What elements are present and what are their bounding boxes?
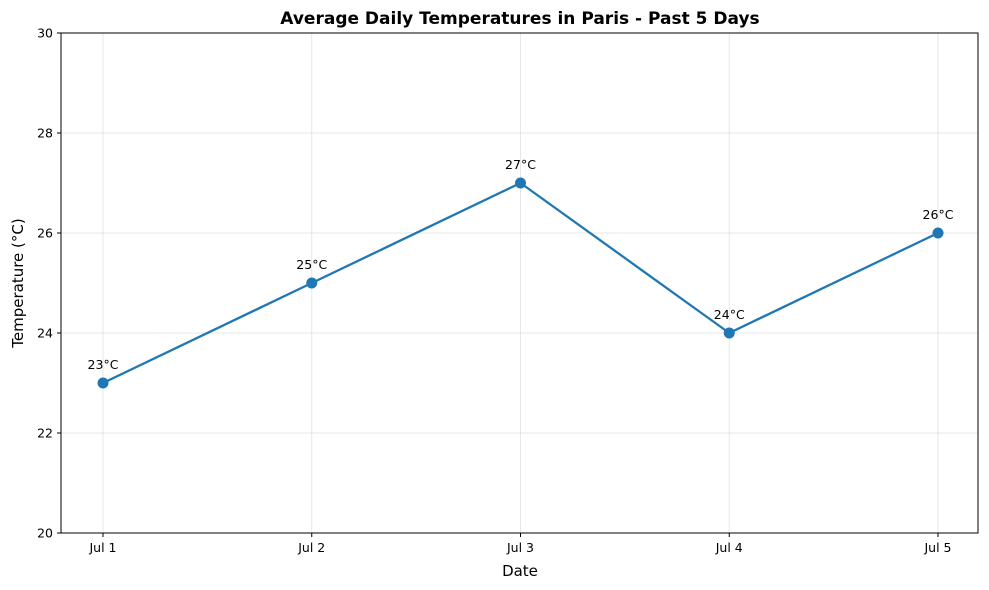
- data-point: [723, 327, 735, 339]
- y-axis-label: Temperature (°C): [9, 218, 27, 348]
- data-point: [515, 177, 526, 189]
- y-tick-label: 22: [37, 426, 53, 441]
- data-label: 27°C: [505, 157, 536, 172]
- plot-frame: [60, 32, 979, 534]
- x-tick-label: Jul 4: [715, 540, 743, 555]
- data-label: 23°C: [88, 357, 119, 372]
- y-tick-label: 30: [37, 26, 53, 41]
- x-tick-label: Jul 3: [506, 540, 534, 555]
- y-tick-label: 20: [37, 526, 53, 541]
- grid: [61, 32, 978, 534]
- y-axis: 20 22 24 26 28 30: [37, 26, 61, 541]
- y-tick-label: 26: [37, 226, 53, 241]
- data-label: 24°C: [714, 307, 745, 322]
- y-tick-label: 24: [37, 326, 53, 341]
- x-tick-label: Jul 1: [88, 540, 116, 555]
- y-tick-label: 28: [37, 126, 53, 141]
- x-axis-label: Date: [502, 562, 538, 580]
- data-label: 25°C: [296, 257, 327, 272]
- x-tick-label: Jul 2: [297, 540, 325, 555]
- chart-title: Average Daily Temperatures in Paris - Pa…: [280, 9, 759, 29]
- data-point: [97, 377, 109, 389]
- data-label: 26°C: [923, 207, 954, 222]
- data-point: [932, 227, 944, 239]
- data-point: [306, 277, 318, 289]
- x-axis: Jul 1 Jul 2 Jul 3 Jul 4 Jul 5: [88, 533, 952, 555]
- series-group: 23°C 25°C 27°C 24°C 26°C: [88, 157, 954, 389]
- x-tick-label: Jul 5: [923, 540, 951, 555]
